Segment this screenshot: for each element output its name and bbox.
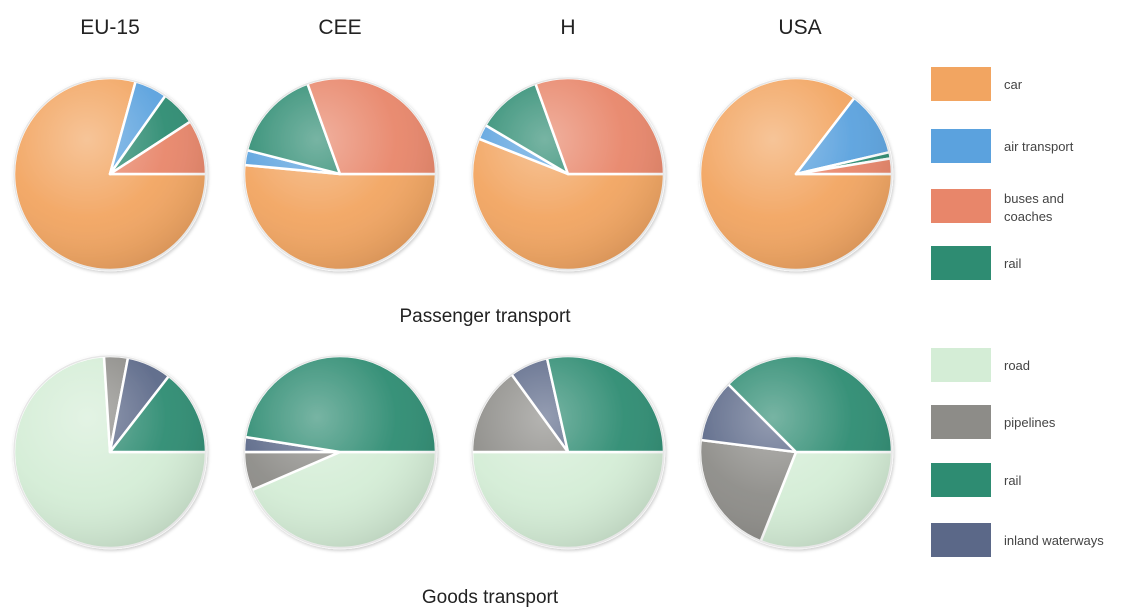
column-title-cee: CEE (318, 16, 361, 39)
legend-swatch (931, 246, 991, 280)
legend-label: air transport (1004, 139, 1074, 154)
legend-label: buses and coaches (1004, 191, 1064, 224)
column-title-eu15: EU-15 (80, 16, 140, 39)
legend-item-goods-road: road (931, 348, 1030, 382)
legend-swatch (931, 523, 991, 557)
legend-label: road (1004, 358, 1030, 373)
legend-label: rail (1004, 256, 1021, 271)
legend-label: inland waterways (1004, 533, 1104, 548)
legend-item-passenger-car: car (931, 67, 1023, 101)
column-titles: EU-15 CEE H USA (80, 16, 821, 39)
pie-passenger-transport-cee (242, 76, 438, 272)
pie-goods-transport-eu-15 (12, 354, 208, 550)
column-title-usa: USA (778, 16, 821, 39)
pie-goods-transport-cee (242, 354, 438, 550)
legend-item-passenger-rail: rail (931, 246, 1021, 280)
legend-label: car (1004, 77, 1023, 92)
pie-passenger-transport-usa (698, 76, 894, 272)
legend-item-goods-pipelines: pipelines (931, 405, 1056, 439)
legend-label: rail (1004, 473, 1021, 488)
column-title-h: H (560, 16, 575, 39)
legend-swatch (931, 405, 991, 439)
pie-passenger-transport-h (470, 76, 666, 272)
section-title-passenger: Passenger transport (399, 306, 571, 327)
legend-swatch (931, 463, 991, 497)
pie-slice-h-rail (545, 354, 666, 454)
pie-passenger-transport-eu-15 (12, 76, 208, 272)
legend: car air transport buses and coaches rail road… (931, 67, 1104, 557)
legend-item-passenger-bus: buses and coaches (931, 189, 1064, 224)
legend-swatch (931, 67, 991, 101)
legend-item-passenger-air: air transport (931, 129, 1074, 163)
pie-slice-h-road (470, 450, 666, 550)
pie-goods-transport-usa (698, 354, 894, 550)
legend-swatch (931, 348, 991, 382)
legend-item-goods-rail: rail (931, 463, 1021, 497)
pie-goods-transport-h (470, 354, 666, 550)
legend-swatch (931, 189, 991, 223)
section-title-goods: Goods transport (422, 587, 559, 608)
pie-slice-cee-rail (243, 354, 438, 454)
pie-slice-cee-car (242, 163, 438, 272)
legend-label: pipelines (1004, 415, 1056, 430)
legend-item-goods-inland: inland waterways (931, 523, 1104, 557)
legend-swatch (931, 129, 991, 163)
